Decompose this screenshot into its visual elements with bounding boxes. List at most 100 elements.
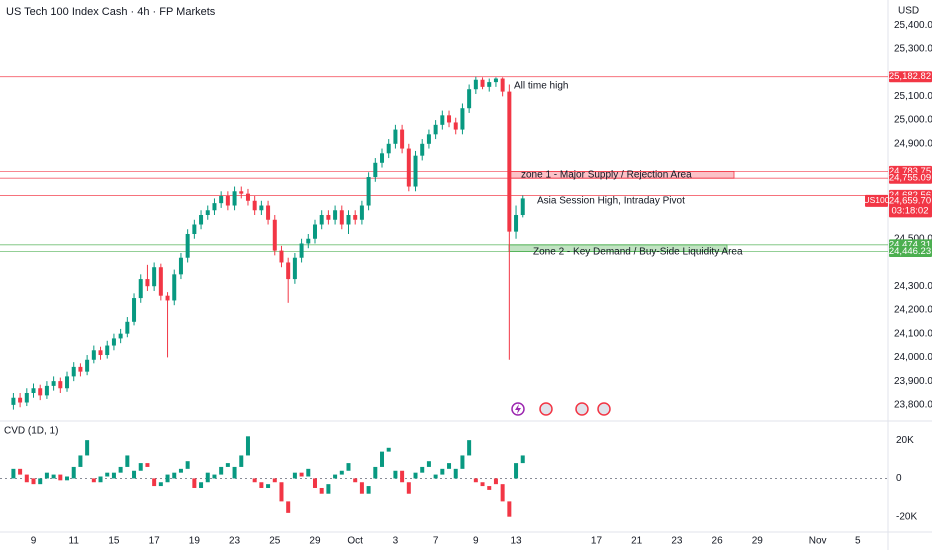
- event-icon[interactable]: [575, 402, 589, 416]
- cvd-bar: [440, 468, 445, 475]
- annotation: Asia Session High, Intraday Pivot: [537, 196, 685, 207]
- cvd-bar: [58, 474, 63, 481]
- cvd-bar: [467, 440, 472, 456]
- x-tick-label: 19: [189, 536, 201, 547]
- cvd-bar: [319, 487, 324, 494]
- candle-body: [333, 210, 338, 220]
- cvd-bar: [212, 474, 217, 479]
- x-tick-label: 11: [69, 536, 80, 547]
- cvd-bar: [500, 484, 505, 502]
- x-tick-label: Nov: [809, 536, 827, 547]
- cvd-bar: [487, 486, 492, 490]
- candle-body: [353, 215, 358, 220]
- y-tick-label: 25,300.00: [894, 44, 932, 55]
- cvd-bar: [18, 468, 23, 475]
- price-label: 24,755.09: [889, 173, 931, 184]
- cvd-bar: [245, 436, 250, 456]
- candle-body: [272, 219, 277, 251]
- cvd-bar: [346, 463, 351, 471]
- cvd-bar: [232, 466, 237, 479]
- cvd-bar: [393, 470, 398, 479]
- candle-body: [312, 224, 317, 239]
- cvd-bar: [138, 463, 143, 471]
- candle-body: [406, 148, 411, 187]
- x-tick-label: 25: [269, 536, 281, 547]
- x-tick-label: 5: [855, 536, 861, 547]
- candle-body: [91, 350, 96, 360]
- cvd-bar: [31, 478, 36, 485]
- y-tick-label: 23,900.00: [894, 376, 932, 387]
- cvd-bar: [219, 466, 224, 475]
- candle-body: [346, 215, 351, 225]
- cvd-bar: [312, 478, 317, 488]
- countdown: 03:18:02: [892, 205, 929, 216]
- event-icon-glyph: [515, 404, 521, 414]
- candle-body: [172, 274, 177, 301]
- cvd-bar: [199, 482, 204, 488]
- candle-body: [493, 78, 498, 83]
- x-tick-label: 26: [712, 536, 724, 547]
- price-label: 24,659.70: [889, 195, 931, 206]
- price-label-bg: [889, 246, 932, 258]
- symbol-tag: US100: [864, 195, 890, 205]
- candle-body: [44, 385, 49, 396]
- cvd-bar: [514, 463, 519, 479]
- event-icon[interactable]: [539, 402, 553, 416]
- candle-body: [339, 210, 344, 225]
- annotation: Zone 2 - Key Demand / Buy-Side Liquidity…: [533, 247, 743, 258]
- cvd-bar: [71, 466, 76, 479]
- candle-body: [105, 345, 110, 356]
- cvd-bar: [11, 468, 16, 479]
- candle-body: [111, 338, 116, 346]
- candle-body: [38, 388, 43, 396]
- candle-body: [205, 210, 210, 216]
- candle-body: [18, 397, 23, 403]
- cvd-bar: [152, 478, 157, 487]
- y-tick-label: 24,200.00: [894, 305, 932, 316]
- cvd-bar: [51, 474, 56, 479]
- x-tick-label: 23: [229, 536, 241, 547]
- candle-body: [232, 191, 237, 206]
- candle-body: [58, 381, 63, 389]
- candle-body: [326, 215, 331, 220]
- candle-body: [71, 366, 76, 377]
- x-tick-label: 29: [309, 536, 321, 547]
- candle-body: [118, 333, 123, 339]
- annotation: zone 1 - Major Supply / Rejection Area: [521, 170, 692, 181]
- candle-body: [138, 279, 143, 299]
- x-tick-label: 23: [671, 536, 683, 547]
- y-tick-label: 24,500.00: [894, 233, 932, 244]
- cvd-bar: [292, 472, 297, 479]
- cvd-bar: [44, 472, 49, 479]
- candle-body: [426, 134, 431, 144]
- candle-body: [467, 89, 472, 109]
- event-icon[interactable]: [597, 402, 611, 416]
- y-tick-label: 24,300.00: [894, 281, 932, 292]
- cvd-bar: [366, 486, 371, 494]
- cvd-bar: [460, 455, 465, 469]
- candle-body: [212, 203, 217, 211]
- x-tick-label: 17: [149, 536, 161, 547]
- candle-body: [420, 143, 425, 156]
- symbol-tag-bg: [865, 194, 888, 207]
- price-label: 24,446.23: [889, 246, 931, 257]
- cvd-bar: [24, 474, 29, 483]
- candle-body: [245, 193, 250, 201]
- cvd-bar: [165, 474, 170, 483]
- x-tick-label: 13: [510, 536, 522, 547]
- candle-body: [299, 243, 304, 258]
- candle-body: [199, 215, 204, 225]
- x-tick-label: Oct: [347, 536, 363, 547]
- candle-body: [480, 79, 485, 87]
- cvd-bar: [125, 455, 130, 467]
- cvd-bar: [447, 463, 452, 469]
- cvd-bar: [373, 466, 378, 479]
- cvd-bar: [453, 468, 458, 479]
- x-tick-label: 3: [393, 536, 399, 547]
- currency: USD: [898, 6, 919, 17]
- candle-body: [98, 350, 103, 356]
- cvd-bar: [172, 472, 177, 479]
- cvd-bar: [252, 478, 257, 483]
- price-label-bg: [889, 195, 932, 218]
- candle-body: [500, 78, 505, 92]
